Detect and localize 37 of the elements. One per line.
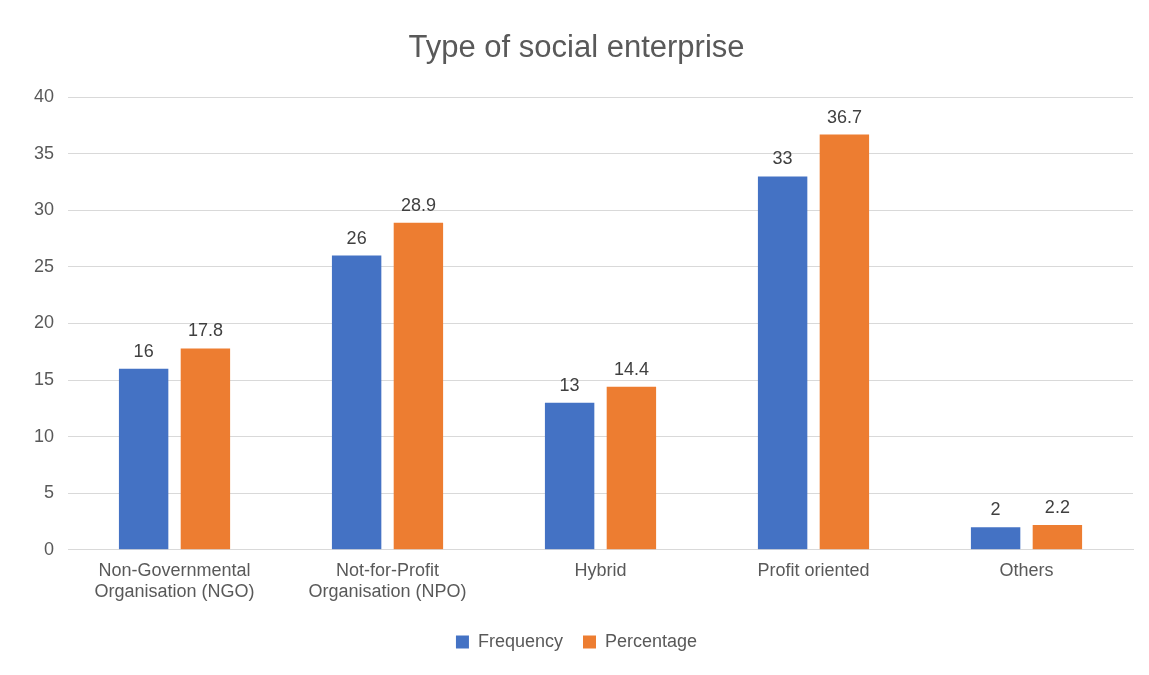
data-label: 16: [133, 340, 154, 361]
x-tick-label: Profit oriented: [757, 559, 870, 580]
bar: [393, 222, 444, 550]
y-tick-label: 40: [33, 86, 55, 107]
data-label: 14.4: [613, 358, 649, 379]
data-label: 33: [772, 148, 793, 169]
data-label: 26: [346, 227, 367, 248]
legend-label: Frequency: [477, 630, 563, 651]
data-label: 36.7: [826, 106, 862, 127]
data-label: 2: [990, 499, 1001, 520]
data-label: 13: [559, 374, 580, 395]
y-tick-label: 25: [33, 255, 55, 276]
legend-label: Percentage: [604, 630, 698, 651]
x-tick-label: Not-for-Profit Organisation (NPO): [308, 559, 467, 602]
x-tick-label: Hybrid: [574, 559, 627, 580]
bar: [544, 402, 595, 550]
y-tick-label: 0: [44, 538, 55, 559]
bar: [1032, 524, 1083, 550]
data-label: 28.9: [400, 194, 436, 215]
bar: [118, 368, 169, 550]
bar: [819, 134, 870, 550]
y-tick-label: 20: [33, 312, 55, 333]
bar: [757, 176, 808, 550]
bar: [606, 386, 657, 550]
bar: [970, 527, 1021, 550]
x-tick-label: Non-Governmental Organisation (NGO): [94, 559, 255, 602]
chart-title: Type of social enterprise: [408, 29, 745, 65]
y-tick-label: 15: [33, 369, 55, 390]
data-label: 17.8: [187, 320, 223, 341]
y-tick-label: 35: [33, 142, 55, 163]
bar: [331, 255, 382, 550]
x-tick-label: Others: [999, 559, 1054, 580]
y-tick-label: 10: [33, 425, 55, 446]
y-tick-label: 30: [33, 199, 55, 220]
data-label: 2.2: [1044, 496, 1070, 517]
y-tick-label: 5: [44, 482, 55, 503]
bar: [180, 348, 231, 550]
